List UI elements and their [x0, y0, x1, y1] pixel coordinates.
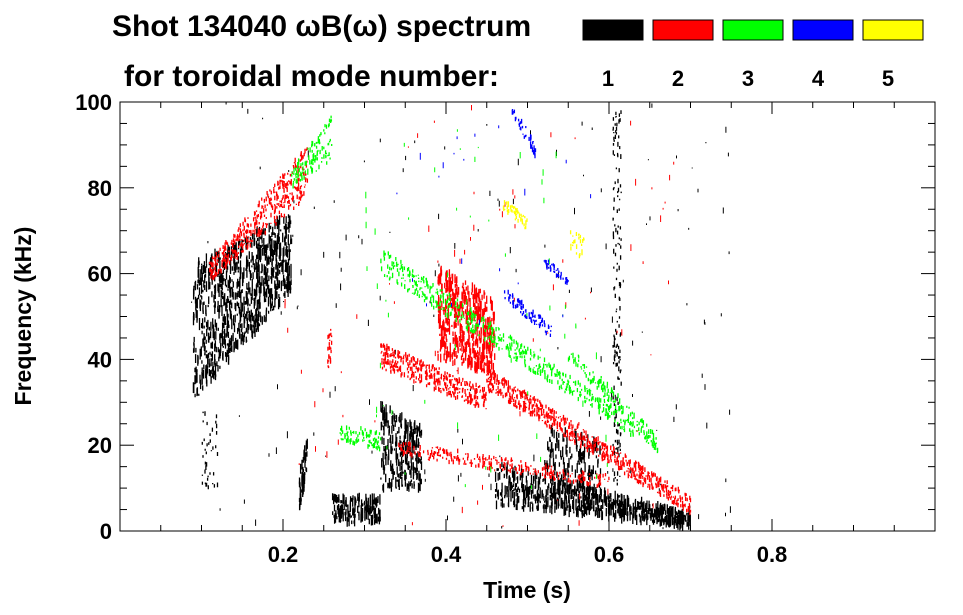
mode-2-feature-1 [380, 343, 487, 410]
mode-1-feature-0 [192, 214, 292, 398]
legend-label-2: 2 [672, 66, 684, 91]
mode-3-feature-3 [567, 352, 659, 454]
legend-swatch-4 [792, 19, 854, 41]
mode-1-feature-6 [612, 110, 622, 486]
legend-swatch-1 [582, 19, 644, 41]
mode-4-feature-0 [511, 109, 537, 159]
y-tick-label: 60 [88, 262, 112, 287]
mode-3-feature-1 [380, 250, 634, 437]
y-tick-label: 80 [88, 176, 112, 201]
legend-label-1: 1 [602, 66, 614, 91]
legend-swatch-2 [652, 19, 714, 41]
series-n4 [396, 109, 592, 337]
mode-1-feature-5 [298, 438, 308, 511]
mode-2-feature-3 [486, 368, 692, 516]
mode-1-feature-1 [331, 492, 381, 527]
legend: 1 2 3 4 5 [582, 19, 924, 91]
mode-3-feature-0 [291, 115, 333, 189]
mode-2-feature-5 [327, 328, 333, 369]
mode-2-feature-4 [398, 441, 610, 488]
mode-4-feature-3 [396, 125, 592, 326]
chart-title-line1: Shot 134040 ωB(ω) spectrum [112, 10, 531, 43]
series-n2 [209, 105, 692, 527]
x-tick-label: 0.4 [431, 542, 462, 567]
series-n3 [291, 115, 659, 489]
mode-2-feature-0 [209, 147, 309, 281]
legend-label-5: 5 [882, 66, 894, 91]
series-n5 [502, 200, 585, 259]
legend-swatch-5 [862, 19, 924, 41]
chart-title-line2: for toroidal mode number: [124, 60, 499, 93]
mode-2-feature-6 [284, 105, 675, 527]
mode-3-feature-4 [365, 129, 608, 489]
x-tick-label: 0.8 [757, 542, 788, 567]
mode-4-feature-2 [543, 259, 569, 285]
y-tick-label: 100 [75, 90, 112, 115]
mode-3-feature-2 [339, 425, 382, 452]
x-tick-label: 0.6 [594, 542, 625, 567]
mode-1-feature-7 [201, 411, 219, 490]
y-axis-title: Frequency (kHz) [10, 227, 36, 406]
mode-5-feature-0 [502, 200, 528, 230]
legend-label-3: 3 [742, 66, 754, 91]
plot-area [191, 101, 731, 532]
y-tick-label: 0 [100, 519, 112, 544]
mode-5-feature-1 [569, 230, 585, 259]
axis-ticks: 0.2 0.4 0.6 0.8 0 20 40 60 80 100 [75, 90, 935, 567]
legend-label-4: 4 [812, 66, 825, 91]
mode-2-feature-2 [437, 265, 496, 380]
x-tick-label: 0.2 [268, 542, 299, 567]
y-tick-label: 20 [88, 433, 112, 458]
legend-swatch-3 [722, 19, 784, 41]
mode-1-feature-8 [191, 101, 731, 530]
x-axis-title: Time (s) [483, 577, 571, 603]
y-tick-label: 40 [88, 347, 112, 372]
mode-4-feature-1 [503, 289, 552, 337]
